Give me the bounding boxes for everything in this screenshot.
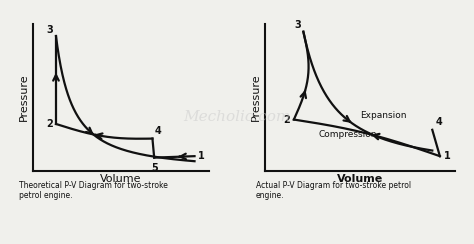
Text: 5: 5: [151, 163, 157, 173]
Text: Theoretical P-V Diagram for two-stroke
petrol engine.: Theoretical P-V Diagram for two-stroke p…: [19, 181, 168, 200]
Text: 1: 1: [444, 151, 450, 161]
Text: Mecholic.com: Mecholic.com: [183, 110, 291, 124]
X-axis label: Volume: Volume: [337, 173, 383, 183]
Text: 3: 3: [295, 20, 301, 30]
Text: 3: 3: [46, 25, 54, 35]
Text: 4: 4: [435, 117, 442, 127]
Y-axis label: Pressure: Pressure: [251, 74, 261, 122]
Text: 4: 4: [155, 126, 162, 136]
Text: 2: 2: [46, 119, 54, 129]
X-axis label: Volume: Volume: [100, 173, 142, 183]
Y-axis label: Pressure: Pressure: [19, 74, 29, 122]
Text: 1: 1: [198, 151, 205, 161]
Text: Expansion: Expansion: [360, 111, 407, 120]
Text: Compression: Compression: [319, 130, 377, 139]
Text: 2: 2: [283, 115, 290, 124]
Text: Actual P-V Diagram for two-stroke petrol
engine.: Actual P-V Diagram for two-stroke petrol…: [256, 181, 411, 200]
